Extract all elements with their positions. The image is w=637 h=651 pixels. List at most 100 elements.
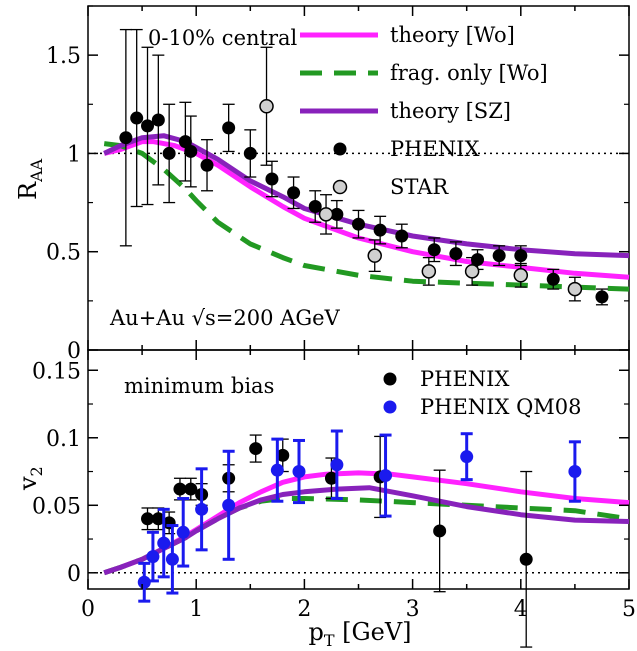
top-phenix-marker-9: [243, 146, 257, 160]
raa-y-label-main: R: [14, 181, 42, 200]
raa-legend: theory [Wo] frag. only [Wo] theory [SZ] PHE…: [300, 23, 548, 199]
top-star-point-0: [259, 46, 274, 166]
bot-phenix-qm08-point-9: [330, 429, 344, 501]
bot-phenix-marker-1: [151, 512, 165, 526]
bot-phenix-qm08-marker-0: [137, 575, 151, 589]
xtick-label-4: 4: [514, 597, 528, 622]
top-star-marker-4: [464, 264, 480, 279]
bot-phenix-marker-7: [249, 442, 263, 456]
top-star-marker-5: [513, 268, 529, 283]
top-series-line-1: [103, 141, 630, 292]
top-star-point-6: [567, 276, 583, 302]
bot-legend-label-phenix-qm08: PHENIX QM08: [420, 395, 582, 419]
v2-data-points: [137, 429, 582, 648]
bot-phenix-marker-9: [324, 471, 338, 485]
top-phenix-point-12: [308, 190, 322, 223]
top-phenix-point-14: [352, 209, 365, 239]
v2-y-label-main: v: [14, 476, 42, 491]
top-phenix-point-18: [449, 241, 463, 267]
bot-phenix-marker-11: [433, 524, 447, 538]
bot-phenix-qm08-point-8: [292, 438, 306, 505]
bot-legend-marker-phenix: [383, 372, 397, 386]
top-legend-label-star: STAR: [390, 175, 449, 199]
top-ytick-label-0: 0: [67, 339, 81, 364]
bot-phenix-marker-8: [276, 448, 290, 462]
top-phenix-marker-15: [373, 223, 387, 237]
v2-panel: 0 0.05 0.1 0.15 0 1 2 3 4 5 PHENIX PHENIX QM08 min…: [14, 349, 636, 650]
bot-phenix-qm08-point-2: [157, 507, 171, 579]
top-legend-label-theory-wo: theory [Wo]: [390, 23, 515, 47]
x-label-unit: [GeV]: [334, 618, 411, 646]
bot-phenix-marker-0: [141, 512, 155, 526]
top-phenix-point-3: [151, 54, 165, 186]
xtick-label-0: 0: [81, 597, 95, 622]
top-phenix-marker-22: [546, 272, 560, 286]
v2-legend: PHENIX PHENIX QM08: [383, 367, 582, 419]
top-star-marker-2: [367, 248, 382, 263]
top-phenix-marker-23: [595, 290, 609, 304]
top-legend-star: STAR: [332, 175, 449, 199]
top-phenix-marker-13: [330, 207, 344, 221]
top-legend-phenix: PHENIX: [333, 137, 479, 161]
bot-phenix-qm08-marker-11: [460, 450, 474, 464]
top-phenix-marker-16: [395, 229, 409, 243]
top-ytick-label-3: 1.5: [46, 44, 81, 69]
bot-ytick-label-1: 0.05: [32, 494, 81, 519]
top-phenix-marker-4: [162, 146, 176, 160]
raa-theory-curves: [103, 133, 630, 292]
raa-axis-ticks: 0 0.5 1 1.5: [46, 5, 630, 364]
top-phenix-point-15: [373, 215, 387, 245]
top-phenix-point-10: [265, 160, 279, 198]
bot-phenix-qm08-marker-1: [146, 550, 160, 564]
bot-legend-label-phenix: PHENIX: [420, 367, 509, 391]
top-phenix-marker-11: [287, 186, 301, 200]
top-legend-label-theory-sz: theory [SZ]: [390, 99, 511, 123]
top-phenix-point-23: [595, 288, 609, 306]
top-phenix-marker-18: [449, 247, 463, 261]
top-series-line-2: [103, 133, 630, 259]
top-star-point-2: [367, 239, 382, 273]
top-legend-marker-phenix: [333, 142, 347, 156]
top-phenix-point-2: [141, 46, 155, 206]
bot-phenix-qm08-point-3: [165, 524, 179, 595]
top-ytick-label-1: 0.5: [46, 241, 81, 266]
bot-ytick-label-2: 0.1: [46, 427, 81, 452]
top-phenix-marker-0: [119, 131, 133, 145]
bot-legend-phenix: PHENIX: [383, 367, 509, 391]
top-phenix-marker-5: [178, 135, 192, 149]
top-phenix-point-9: [243, 129, 257, 178]
top-phenix-point-16: [395, 223, 409, 249]
bot-legend-phenix-qm08: PHENIX QM08: [383, 395, 582, 419]
bot-phenix-qm08-marker-3: [165, 552, 179, 566]
top-phenix-marker-19: [471, 253, 485, 267]
bot-phenix-point-0: [141, 507, 155, 531]
bot-ytick-label-3: 0.15: [32, 359, 81, 384]
centrality-annotation: 0-10% central: [148, 26, 298, 50]
top-star-marker-6: [567, 281, 583, 297]
top-star-point-4: [464, 256, 480, 286]
raa-panel: 00.511.5 theory [Wo]frag. only [Wo]theor…: [14, 5, 630, 364]
top-phenix-point-5: [178, 101, 192, 182]
top-phenix-marker-7: [200, 158, 214, 172]
top-legend-label-frag-only-wo: frag. only [Wo]: [390, 61, 548, 85]
bot-phenix-qm08-point-11: [460, 432, 474, 482]
x-label-sub: T: [324, 631, 335, 650]
bot-legend-marker-phenix-qm08: [383, 400, 397, 414]
bot-phenix-qm08-point-0: [137, 561, 151, 603]
bot-series-line-2: [103, 485, 630, 576]
top-phenix-marker-17: [427, 243, 441, 257]
top-phenix-point-20: [492, 245, 506, 267]
top-phenix-marker-20: [492, 249, 506, 263]
top-legend-frag-only-wo: frag. only [Wo]: [300, 61, 548, 85]
xtick-label-5: 5: [622, 597, 636, 622]
bot-phenix-qm08-marker-6: [222, 498, 236, 512]
system-annotation: Au+Au √s=200 AGeV: [109, 306, 341, 330]
top-star-marker-1: [318, 207, 334, 222]
top-series-line-0: [103, 139, 630, 280]
bot-phenix-qm08-point-5: [195, 467, 209, 552]
bot-phenix-qm08-marker-7: [270, 463, 284, 477]
bot-phenix-marker-3: [173, 482, 187, 496]
top-phenix-point-8: [222, 103, 236, 153]
bot-phenix-qm08-point-4: [176, 497, 190, 568]
